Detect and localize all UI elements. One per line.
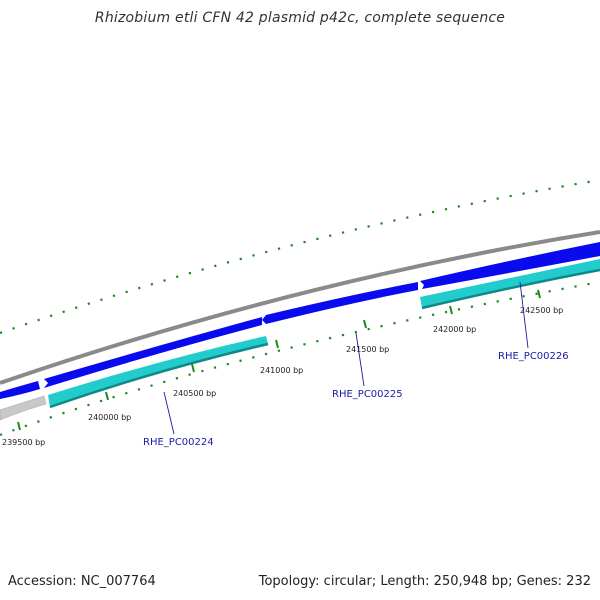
gene-label: RHE_PC00224 <box>143 437 214 448</box>
forward-gene-arrow <box>0 381 40 399</box>
major-tick <box>363 319 367 329</box>
accession-text: Accession: NC_007764 <box>8 574 156 589</box>
tick-label: 241500 bp <box>346 345 389 354</box>
map-title: Rhizobium etli CFN 42 plasmid p42c, comp… <box>94 10 506 26</box>
gene-labels: RHE_PC00224 RHE_PC00225 RHE_PC00226 <box>143 281 569 448</box>
forward-strand <box>0 242 600 399</box>
major-ticks <box>17 289 541 431</box>
gene-label: RHE_PC00225 <box>332 389 403 400</box>
reverse-gene-edge <box>49 342 269 409</box>
forward-gene-arrow <box>44 317 262 388</box>
gene-leader-line <box>519 281 529 349</box>
grey-feature <box>0 395 47 421</box>
major-tick <box>449 305 453 315</box>
major-tick <box>191 363 195 373</box>
reverse-strand <box>0 259 600 421</box>
tick-label: 239500 bp <box>2 438 45 447</box>
major-tick <box>537 289 541 299</box>
reverse-gene-edge <box>421 268 600 310</box>
major-tick <box>17 421 21 431</box>
gene-leader-line <box>163 391 175 435</box>
tick-label: 242500 bp <box>520 306 563 315</box>
major-tick <box>105 391 109 401</box>
gene-label: RHE_PC00226 <box>498 351 569 362</box>
tick-label: 242000 bp <box>433 325 476 334</box>
backbone-line <box>0 230 600 385</box>
forward-gene-arrow <box>420 242 600 289</box>
reverse-gene-arrow <box>420 259 600 308</box>
tick-label: 240000 bp <box>88 413 131 422</box>
tick-label: 241000 bp <box>260 366 303 375</box>
tick-labels: 239500 bp 240000 bp 240500 bp 241000 bp … <box>2 306 563 447</box>
forward-gene-arrow <box>262 282 418 324</box>
major-tick <box>275 339 279 349</box>
gene-leader-line <box>355 332 365 387</box>
sequence-summary: Topology: circular; Length: 250,948 bp; … <box>258 574 591 589</box>
tick-label: 240500 bp <box>173 389 216 398</box>
